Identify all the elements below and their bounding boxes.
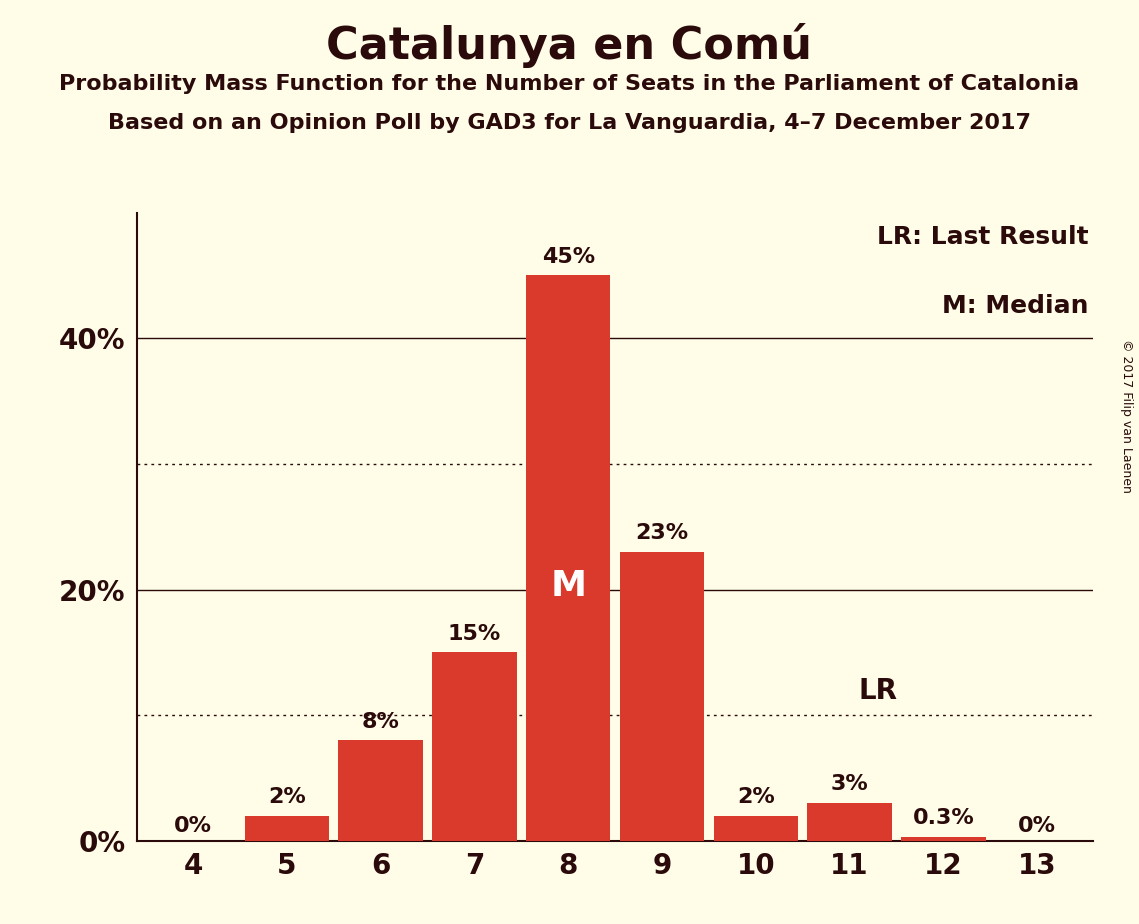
Text: M: M (550, 569, 587, 603)
Text: LR: Last Result: LR: Last Result (877, 225, 1089, 249)
Text: LR: LR (859, 677, 898, 705)
Text: 8%: 8% (361, 711, 400, 732)
Text: 23%: 23% (636, 523, 688, 543)
Bar (432, 652, 517, 841)
Text: 0%: 0% (174, 816, 212, 836)
Text: 2%: 2% (737, 787, 775, 807)
Bar (901, 837, 985, 841)
Text: 2%: 2% (268, 787, 305, 807)
Text: 45%: 45% (542, 247, 595, 266)
Text: Probability Mass Function for the Number of Seats in the Parliament of Catalonia: Probability Mass Function for the Number… (59, 74, 1080, 94)
Text: 0.3%: 0.3% (912, 808, 974, 828)
Bar (338, 740, 423, 841)
Text: 15%: 15% (448, 624, 501, 643)
Text: M: Median: M: Median (942, 294, 1089, 318)
Bar (808, 803, 892, 841)
Bar (620, 552, 704, 841)
Text: 3%: 3% (830, 774, 868, 795)
Text: Based on an Opinion Poll by GAD3 for La Vanguardia, 4–7 December 2017: Based on an Opinion Poll by GAD3 for La … (108, 113, 1031, 133)
Bar (713, 816, 798, 841)
Bar (526, 275, 611, 841)
Text: © 2017 Filip van Laenen: © 2017 Filip van Laenen (1121, 339, 1133, 492)
Text: Catalunya en Comú: Catalunya en Comú (327, 23, 812, 68)
Text: 0%: 0% (1018, 816, 1056, 836)
Bar (245, 816, 329, 841)
